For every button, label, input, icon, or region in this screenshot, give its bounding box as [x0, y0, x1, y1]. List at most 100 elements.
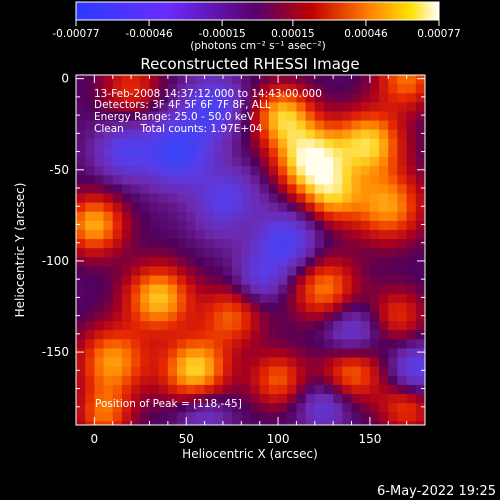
heatmap-cell — [186, 421, 196, 425]
heatmap-cell — [278, 339, 288, 350]
heatmap-cell — [268, 138, 279, 149]
heatmap-cell — [149, 220, 160, 231]
heatmap-cell — [121, 120, 132, 131]
heatmap-cell — [241, 138, 252, 149]
heatmap-cell — [112, 394, 123, 404]
heatmap-cell — [388, 311, 399, 322]
heatmap-cell — [369, 184, 380, 195]
heatmap-cell — [287, 229, 298, 240]
heatmap-cell — [278, 257, 288, 268]
heatmap-cell — [342, 257, 353, 268]
heatmap-cell — [232, 229, 242, 240]
heatmap-cell — [296, 375, 307, 386]
heatmap-cell — [177, 348, 187, 359]
heatmap-cell — [287, 311, 298, 322]
heatmap-cell — [250, 311, 261, 322]
heatmap-cell — [333, 348, 343, 359]
heatmap-cell — [287, 366, 298, 377]
heatmap-cell — [406, 321, 417, 331]
heatmap-cell — [388, 302, 399, 313]
heatmap-cell — [333, 93, 343, 103]
heatmap-cell — [305, 357, 316, 368]
heatmap-cell — [296, 339, 307, 350]
heatmap-cell — [397, 211, 408, 222]
heatmap-cell — [158, 220, 169, 231]
heatmap-cell — [241, 357, 252, 368]
heatmap-cell — [351, 166, 362, 176]
heatmap-cell — [195, 357, 206, 368]
x-tick-label: 100 — [267, 432, 290, 446]
heatmap-cell — [76, 184, 86, 195]
heatmap-cell — [76, 266, 86, 277]
heatmap-cell — [369, 102, 380, 113]
heatmap-cell — [112, 375, 123, 386]
heatmap-cell — [379, 248, 389, 258]
heatmap-cell — [406, 257, 417, 268]
heatmap-cell — [186, 394, 196, 404]
heatmap-cell — [76, 311, 86, 322]
heatmap-cell — [140, 93, 151, 103]
heatmap-cell — [305, 394, 316, 404]
heatmap-cell — [305, 375, 316, 386]
heatmap-cell — [149, 248, 160, 258]
heatmap-cell — [296, 321, 307, 331]
heatmap-cell — [259, 220, 270, 231]
heatmap-cell — [296, 330, 307, 340]
heatmap-cell — [204, 166, 215, 176]
heatmap-cell — [397, 157, 408, 167]
heatmap-cell — [351, 157, 362, 167]
heatmap-cell — [121, 321, 132, 331]
heatmap-cell — [222, 330, 233, 340]
x-tick-label: 150 — [358, 432, 381, 446]
heatmap-cell — [158, 311, 169, 322]
heatmap-cell — [388, 138, 399, 149]
heatmap-cell — [186, 375, 196, 386]
heatmap-cell — [250, 366, 261, 377]
heatmap-cell — [186, 84, 196, 94]
heatmap-cell — [314, 211, 325, 222]
heatmap-cell — [232, 366, 242, 377]
heatmap-cell — [415, 102, 425, 113]
heatmap-cell — [94, 202, 105, 213]
heatmap-cell — [140, 321, 151, 331]
heatmap-cell — [241, 421, 252, 425]
heatmap-cell — [342, 293, 353, 304]
heatmap-cell — [121, 412, 132, 422]
heatmap-cell — [158, 175, 169, 185]
heatmap-cell — [278, 184, 288, 195]
heatmap-cell — [278, 330, 288, 340]
heatmap-cell — [287, 211, 298, 222]
heatmap-cell — [140, 129, 151, 140]
heatmap-cell — [103, 120, 114, 131]
heatmap-cell — [76, 157, 86, 167]
info-line-1: 13-Feb-2008 14:37:12.000 to 14:43:00.000 — [94, 88, 322, 100]
heatmap-cell — [250, 239, 261, 249]
heatmap-cell — [406, 184, 417, 195]
heatmap-cell — [305, 339, 316, 350]
heatmap-cell — [259, 111, 270, 122]
heatmap-cell — [259, 239, 270, 249]
heatmap-cell — [158, 375, 169, 386]
heatmap-cell — [287, 129, 298, 140]
heatmap-cell — [103, 375, 114, 386]
heatmap-cell — [121, 302, 132, 313]
heatmap-cell — [85, 321, 95, 331]
heatmap-cell — [287, 202, 298, 213]
heatmap-cell — [333, 275, 343, 286]
heatmap-cell — [406, 266, 417, 277]
heatmap-cell — [314, 394, 325, 404]
heatmap-cell — [323, 84, 334, 94]
heatmap-cell — [415, 403, 425, 413]
heatmap-cell — [323, 75, 334, 85]
heatmap-cell — [406, 357, 417, 368]
heatmap-cell — [268, 211, 279, 222]
heatmap-cell — [94, 138, 105, 149]
heatmap-cell — [351, 175, 362, 185]
heatmap-cell — [121, 147, 132, 158]
heatmap-cell — [195, 293, 206, 304]
colorbar-tick-label: 0.00046 — [344, 28, 388, 40]
heatmap-cell — [186, 275, 196, 286]
heatmap-cell — [360, 348, 371, 359]
heatmap-cell — [222, 366, 233, 377]
heatmap-cell — [278, 202, 288, 213]
